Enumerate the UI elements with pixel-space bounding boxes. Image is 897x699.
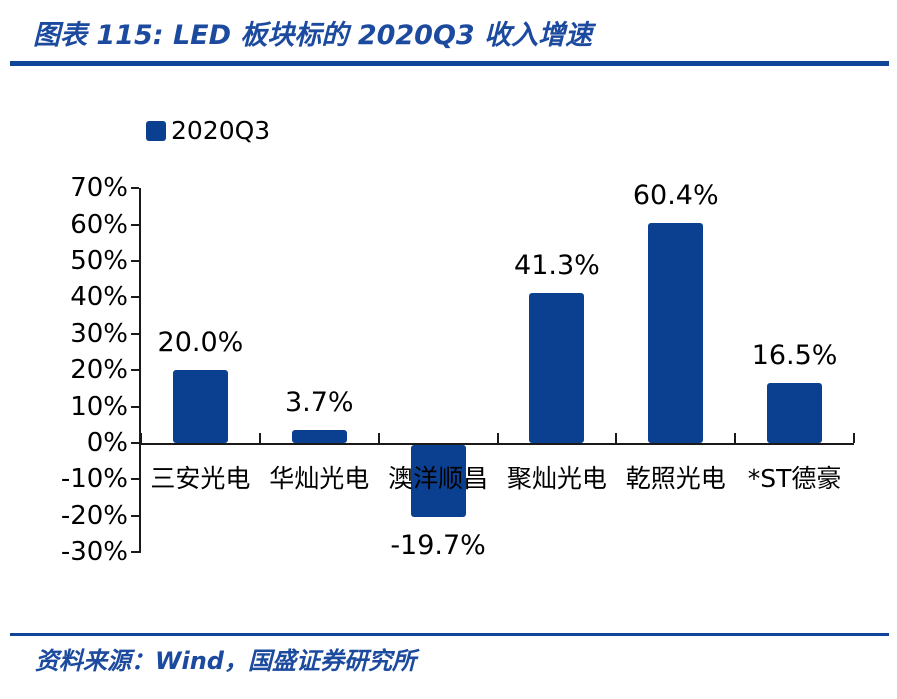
y-axis-tick <box>131 551 139 554</box>
x-axis-tick <box>496 433 499 443</box>
category-label: 澳洋顺昌 <box>388 464 489 493</box>
bar <box>767 382 823 443</box>
legend-label: 2020Q3 <box>171 116 271 145</box>
y-axis-tick-label: 50% <box>70 246 128 276</box>
bar-value-label: -19.7% <box>390 529 486 561</box>
x-axis-tick <box>734 433 737 443</box>
y-axis-tick-label: -10% <box>60 464 128 495</box>
x-axis-tick <box>258 433 261 443</box>
y-axis-line <box>139 188 141 553</box>
bar-value-label: 3.7% <box>284 386 354 418</box>
legend-swatch-icon <box>146 121 166 141</box>
figure-title: 图表 115: LED 板块标的 2020Q3 收入增速 <box>33 20 593 51</box>
category-label: 三安光电 <box>150 464 251 493</box>
x-axis-tick <box>140 433 142 443</box>
y-axis-tick <box>131 260 139 262</box>
bar <box>648 223 704 443</box>
category-label: 聚灿光电 <box>506 464 607 493</box>
y-axis-tick <box>131 187 139 190</box>
y-axis-tick <box>131 514 139 517</box>
bar-value-label: 16.5% <box>751 339 838 371</box>
x-axis-line <box>139 443 854 445</box>
footer-rule <box>10 633 889 636</box>
bar-value-label: 60.4% <box>632 180 719 212</box>
y-axis-tick <box>131 369 139 372</box>
y-axis-tick-label: 60% <box>70 209 128 240</box>
y-axis-tick <box>131 332 139 335</box>
y-axis-tick-label: 30% <box>70 318 128 349</box>
y-axis-tick-label: 70% <box>70 173 128 204</box>
bar-value-label: 41.3% <box>514 249 600 281</box>
bar-value-label: 20.0% <box>157 327 244 359</box>
y-axis-tick <box>131 442 139 444</box>
category-label: 乾照光电 <box>625 464 726 493</box>
category-label: *ST德豪 <box>747 464 842 493</box>
title-rule <box>10 61 889 66</box>
y-axis-tick-label: 0% <box>86 428 128 458</box>
source-note: 资料来源：Wind，国盛证券研究所 <box>35 647 416 675</box>
y-axis-tick <box>131 296 139 299</box>
x-axis-tick <box>615 433 618 443</box>
bar <box>291 429 347 443</box>
chart-legend: 2020Q3 <box>146 118 270 144</box>
bar <box>410 445 466 517</box>
y-axis-tick-label: -30% <box>60 537 128 568</box>
bar <box>529 292 585 443</box>
category-label: 华灿光电 <box>269 464 370 493</box>
y-axis-tick-label: 10% <box>70 391 128 422</box>
x-axis-tick <box>377 433 380 443</box>
y-axis-tick <box>131 223 139 226</box>
y-axis-tick-label: 20% <box>70 355 128 386</box>
y-axis-tick-label: -20% <box>60 500 128 531</box>
y-axis-tick <box>131 478 139 481</box>
y-axis-tick <box>131 405 139 408</box>
y-axis-tick-label: 40% <box>70 282 128 313</box>
x-axis-tick <box>853 433 855 443</box>
bar <box>172 370 228 443</box>
